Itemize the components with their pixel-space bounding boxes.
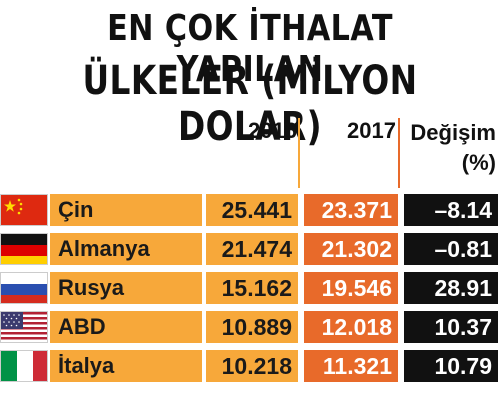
change-header-label: Değişim: [410, 120, 496, 145]
china-flag-icon: [0, 194, 48, 226]
value-2016: 21.474: [206, 233, 298, 265]
value-change-percent: –8.14: [404, 194, 498, 226]
country-label: Almanya: [50, 233, 202, 265]
germany-flag-icon: [0, 233, 48, 265]
value-change-percent: –0.81: [404, 233, 498, 265]
column-header-change: Değişim (%): [404, 118, 496, 178]
value-2016: 10.889: [206, 311, 298, 343]
country-label: İtalya: [50, 350, 202, 382]
value-2017: 12.018: [304, 311, 398, 343]
title-line-1: EN ÇOK İTHALAT YAPILAN: [107, 8, 393, 90]
value-change-percent: 28.91: [404, 272, 498, 304]
table-row: Rusya 15.162 19.546 28.91: [0, 269, 500, 305]
table-row: ABD 10.889 12.018 10.37: [0, 308, 500, 344]
value-change-percent: 10.79: [404, 350, 498, 382]
russia-flag-icon: [0, 272, 48, 304]
table-row: İtalya 10.218 11.321 10.79: [0, 347, 500, 383]
value-2017: 19.546: [304, 272, 398, 304]
italy-flag-icon: [0, 350, 48, 382]
value-2016: 25.441: [206, 194, 298, 226]
value-2017: 23.371: [304, 194, 398, 226]
country-label: ABD: [50, 311, 202, 343]
value-2016: 15.162: [206, 272, 298, 304]
divider-2017: [398, 118, 400, 188]
divider-2016: [298, 118, 300, 188]
usa-flag-icon: [0, 311, 48, 343]
change-header-unit: (%): [461, 150, 496, 175]
value-2017: 21.302: [304, 233, 398, 265]
value-2017: 11.321: [304, 350, 398, 382]
value-change-percent: 10.37: [404, 311, 498, 343]
title-line-2: ÜLKELER (MİLYON DOLAR): [82, 58, 418, 150]
value-2016: 10.218: [206, 350, 298, 382]
column-header-2017: 2017: [347, 118, 396, 143]
chart-title: EN ÇOK İTHALAT YAPILAN ÜLKELER (MİLYON D…: [0, 0, 500, 150]
country-label: Rusya: [50, 272, 202, 304]
country-label: Çin: [50, 194, 202, 226]
table-row: Çin 25.441 23.371 –8.14: [0, 191, 500, 227]
table-row: Almanya 21.474 21.302 –0.81: [0, 230, 500, 266]
column-header-2016: 2016: [248, 118, 297, 143]
